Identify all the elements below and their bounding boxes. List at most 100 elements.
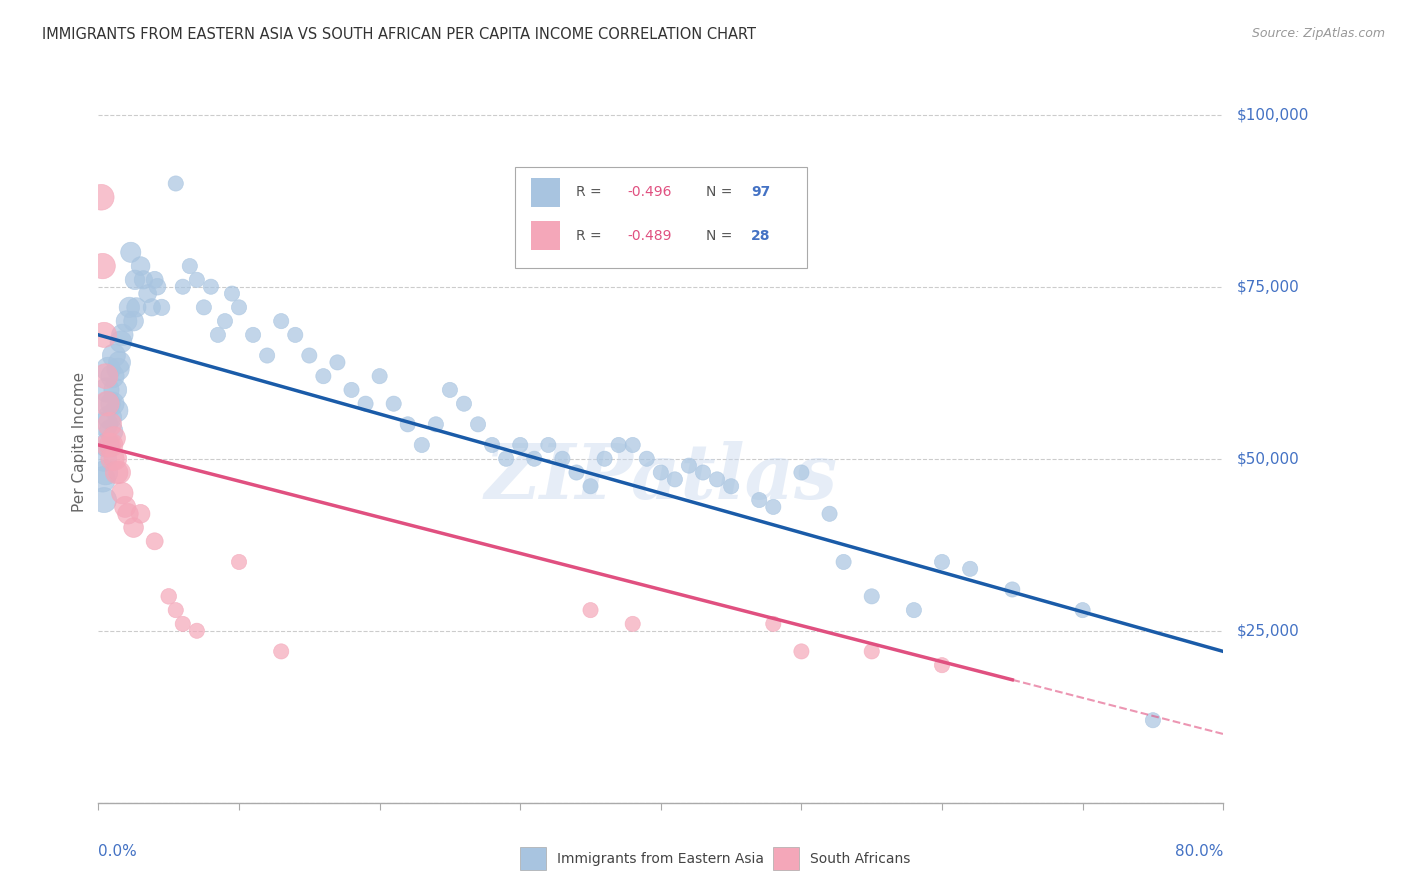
Point [931,555,953,569]
Point [101,451,124,466]
Point [396,417,419,432]
Point [114,500,136,514]
Point [141,301,163,315]
Point [579,603,602,617]
Point [565,466,588,480]
Point [111,327,134,342]
Point [96,397,118,411]
Point [818,507,841,521]
Point [200,279,222,293]
Point [860,644,883,658]
Text: N =: N = [706,186,737,199]
Point [117,507,139,521]
Point [692,466,714,480]
Point [94,369,117,384]
Point [97,362,120,376]
Point [125,301,148,315]
Point [96,383,118,397]
Point [354,397,377,411]
Point [91,259,114,273]
Point [664,472,686,486]
Point [120,245,142,260]
Point [453,397,475,411]
Point [104,383,127,397]
Point [93,451,115,466]
Point [103,349,125,363]
Point [509,438,531,452]
Text: 97: 97 [751,186,770,199]
Point [720,479,742,493]
Point [860,590,883,604]
Point [97,438,120,452]
Point [110,334,132,349]
Point [172,279,194,293]
Point [186,273,208,287]
Point [165,603,187,617]
Text: 28: 28 [751,228,770,243]
Text: $75,000: $75,000 [1237,279,1301,294]
Point [98,410,121,425]
Point [481,438,503,452]
Point [93,327,115,342]
Point [214,314,236,328]
Text: ZIPatlas: ZIPatlas [484,441,838,515]
Point [579,479,602,493]
Point [100,438,122,452]
Point [748,493,770,508]
Text: R =: R = [576,228,606,243]
Point [90,190,112,204]
Point [105,466,128,480]
Point [93,493,115,508]
Point [165,177,187,191]
Text: $100,000: $100,000 [1237,107,1309,122]
Point [1142,713,1164,727]
Point [143,534,166,549]
Y-axis label: Per Capita Income: Per Capita Income [72,371,87,512]
Text: IMMIGRANTS FROM EASTERN ASIA VS SOUTH AFRICAN PER CAPITA INCOME CORRELATION CHAR: IMMIGRANTS FROM EASTERN ASIA VS SOUTH AF… [42,27,756,42]
Point [150,301,173,315]
Text: 80.0%: 80.0% [1175,845,1223,860]
Point [523,451,546,466]
Point [97,397,120,411]
Text: -0.489: -0.489 [627,228,672,243]
Point [621,438,644,452]
Point [903,603,925,617]
Point [228,301,250,315]
Point [636,451,658,466]
Point [129,259,152,273]
Point [122,314,145,328]
Point [1071,603,1094,617]
Point [411,438,433,452]
Point [284,327,307,342]
Point [111,486,134,500]
Point [107,362,129,376]
Point [368,369,391,384]
Point [96,438,118,452]
Point [1001,582,1024,597]
Point [115,314,138,328]
Point [108,355,131,369]
Point [959,562,981,576]
Point [143,273,166,287]
Text: N =: N = [706,228,737,243]
Point [298,349,321,363]
Point [242,327,264,342]
Point [193,301,215,315]
Point [105,403,128,417]
Point [132,273,155,287]
Point [270,644,292,658]
Bar [531,178,560,207]
Point [179,259,201,273]
Text: Immigrants from Eastern Asia: Immigrants from Eastern Asia [557,852,763,865]
Point [228,555,250,569]
Text: $50,000: $50,000 [1237,451,1301,467]
Point [103,431,125,445]
Point [326,355,349,369]
Point [439,383,461,397]
Point [118,301,141,315]
Point [146,279,169,293]
Point [94,466,117,480]
Point [467,417,489,432]
Point [94,417,117,432]
Point [621,616,644,631]
